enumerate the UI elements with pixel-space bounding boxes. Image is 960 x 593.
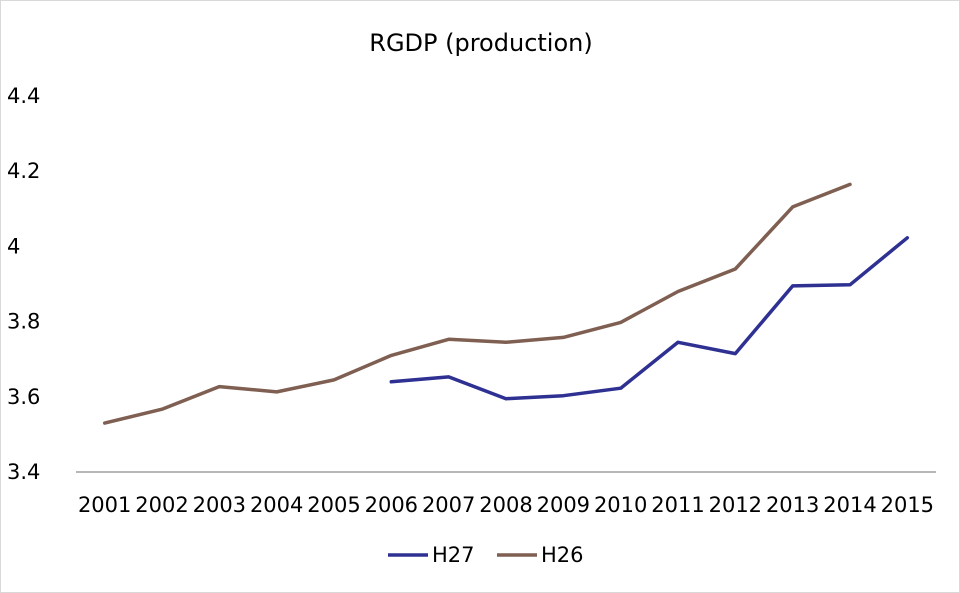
y-tick-label: 3.6 bbox=[7, 385, 40, 409]
x-tick-label: 2001 bbox=[78, 493, 131, 517]
plot-area bbox=[102, 182, 910, 425]
x-axis: 2001 2002 2003 2004 2005 2006 2007 2008 2009 2010… bbox=[78, 493, 934, 517]
x-tick-label: 2006 bbox=[365, 493, 418, 517]
series-line-h27 bbox=[389, 236, 910, 401]
legend-label-h26: H26 bbox=[541, 543, 584, 567]
legend: H27 H26 bbox=[388, 543, 584, 567]
x-tick-label: 2004 bbox=[250, 493, 303, 517]
x-tick-label: 2014 bbox=[823, 493, 876, 517]
y-tick-label: 3.4 bbox=[7, 460, 40, 484]
x-tick-label: 2005 bbox=[307, 493, 360, 517]
x-tick-label: 2002 bbox=[135, 493, 188, 517]
y-axis: 3.4 3.6 3.8 4 4.2 4.4 bbox=[7, 84, 40, 484]
y-tick-label: 4 bbox=[7, 234, 20, 258]
x-tick-label: 2012 bbox=[709, 493, 762, 517]
x-tick-label: 2011 bbox=[651, 493, 704, 517]
x-tick-label: 2010 bbox=[594, 493, 647, 517]
y-tick-label: 4.2 bbox=[7, 159, 40, 183]
series-line-h26 bbox=[102, 182, 852, 425]
x-tick-label: 2007 bbox=[422, 493, 475, 517]
legend-label-h27: H27 bbox=[432, 543, 475, 567]
x-tick-label: 2008 bbox=[479, 493, 532, 517]
y-tick-label: 4.4 bbox=[7, 84, 40, 108]
x-tick-label: 2013 bbox=[766, 493, 819, 517]
x-tick-label: 2009 bbox=[537, 493, 590, 517]
x-tick-label: 2015 bbox=[881, 493, 934, 517]
x-tick-label: 2003 bbox=[193, 493, 246, 517]
y-tick-label: 3.8 bbox=[7, 310, 40, 334]
chart-title: RGDP (production) bbox=[369, 29, 592, 57]
